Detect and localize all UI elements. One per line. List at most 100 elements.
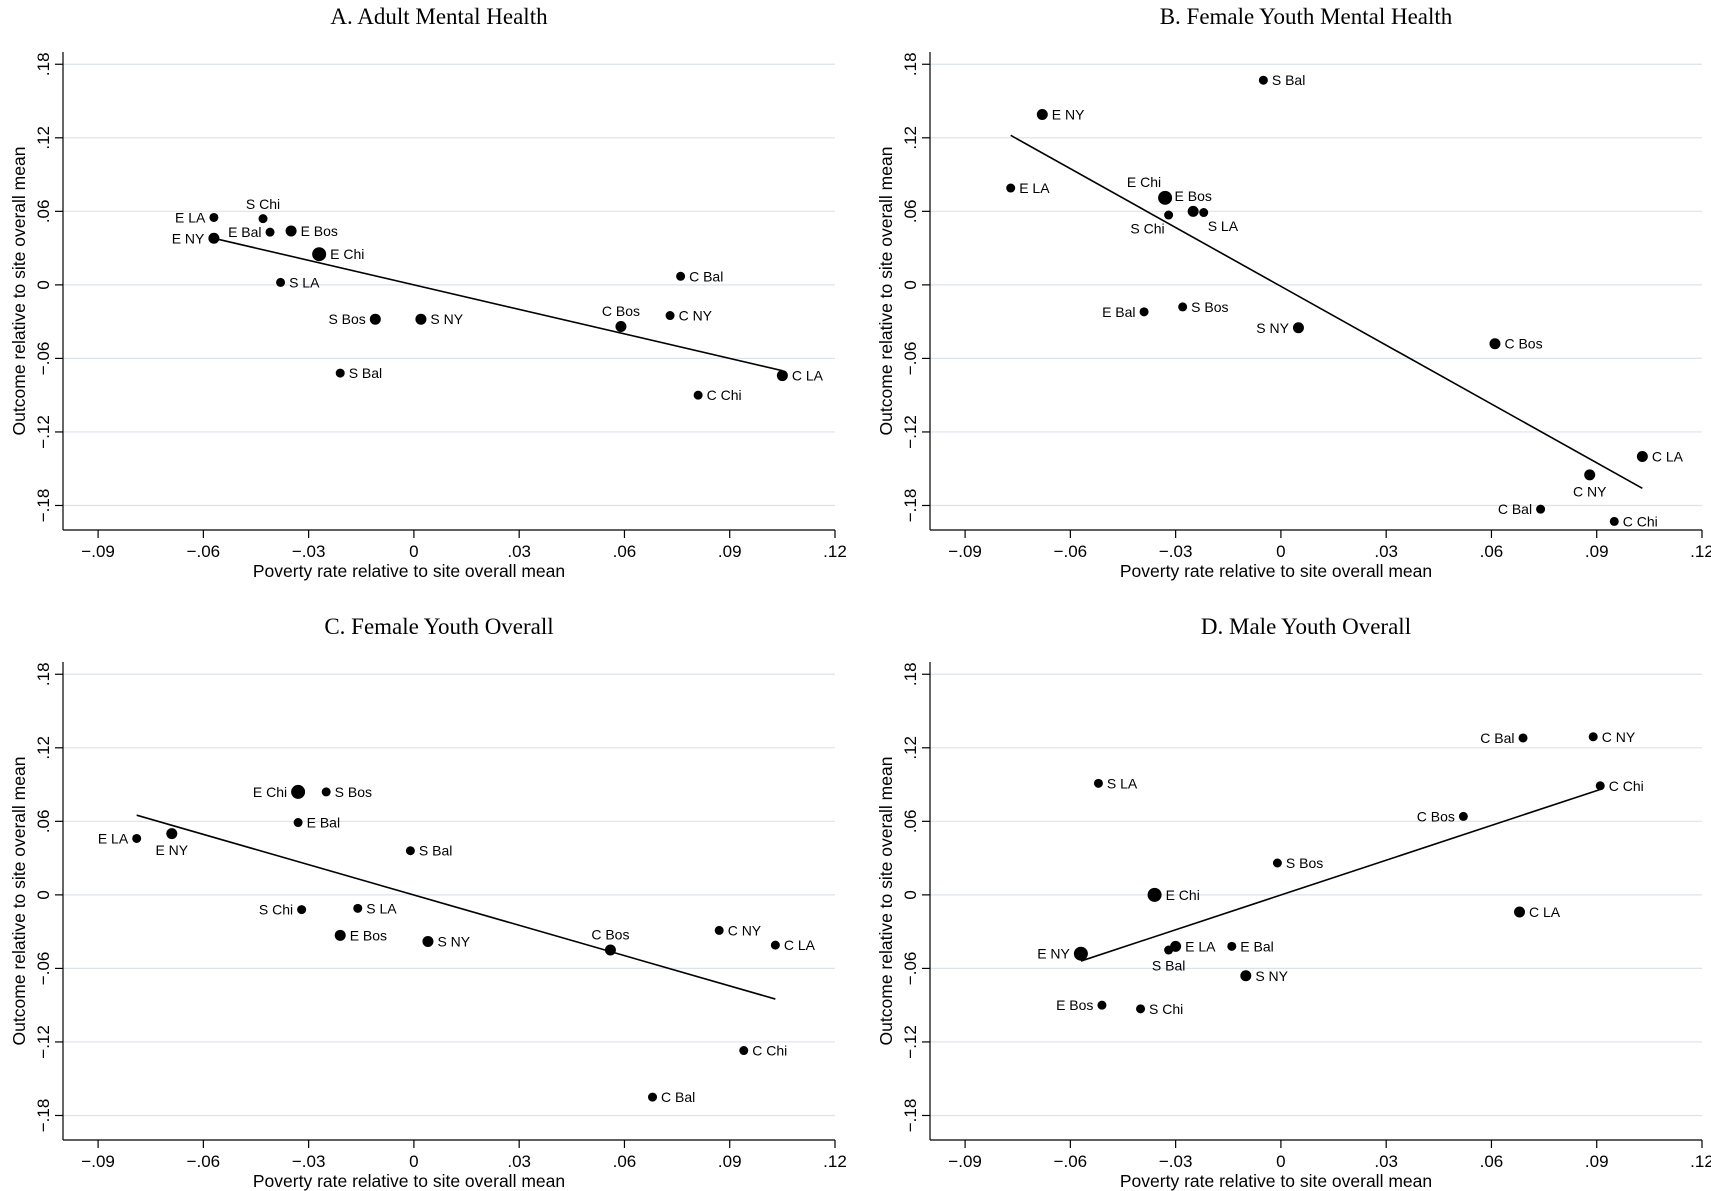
point-label: S Bal <box>1152 958 1185 974</box>
x-tick-label: 0 <box>1276 1152 1285 1171</box>
point-label: S Bal <box>349 365 382 381</box>
data-point <box>1187 205 1199 217</box>
point-label: C LA <box>1529 904 1561 920</box>
point-label: E LA <box>98 830 129 846</box>
point-label: S Bos <box>328 311 365 327</box>
x-tick-label: −.09 <box>948 542 982 561</box>
point-label: E Chi <box>330 246 364 262</box>
y-tick-label: .06 <box>901 200 920 224</box>
point-label: S Chi <box>1149 1001 1183 1017</box>
data-point <box>1458 811 1468 821</box>
y-axis-title: Outcome relative to site overall mean <box>9 147 29 436</box>
point-label: C Bos <box>602 303 640 319</box>
x-axis-title: Poverty rate relative to site overall me… <box>253 1171 565 1191</box>
point-label: S NY <box>430 311 463 327</box>
chart-panel-2: B. Female Youth Mental Health −.09 −.06 −.0… <box>876 4 1711 581</box>
data-point <box>1584 469 1596 481</box>
data-point <box>1178 302 1188 312</box>
data-point <box>334 929 346 941</box>
chart-title: D. Male Youth Overall <box>1201 614 1411 639</box>
data-point <box>739 1046 749 1056</box>
x-tick-label: .12 <box>1690 1152 1711 1171</box>
data-point <box>265 227 275 237</box>
y-tick-label: −.18 <box>34 489 53 523</box>
data-point <box>1139 307 1149 317</box>
y-tick-label: 0 <box>34 890 53 899</box>
y-tick-label: −.06 <box>34 952 53 986</box>
x-tick-label: 0 <box>409 1152 418 1171</box>
x-tick-label: −.06 <box>1054 542 1088 561</box>
point-label: S LA <box>366 900 397 916</box>
y-tick-label: .12 <box>901 126 920 150</box>
data-point <box>209 212 219 222</box>
data-point <box>615 321 627 333</box>
point-label: E Bal <box>228 224 261 240</box>
point-label: C Chi <box>1609 778 1644 794</box>
data-point <box>1595 781 1605 791</box>
x-tick-label: −.03 <box>292 1152 326 1171</box>
data-point <box>1136 1004 1146 1014</box>
x-tick-label: .09 <box>1585 542 1609 561</box>
x-tick-label: −.06 <box>187 542 221 561</box>
data-point <box>422 935 434 947</box>
data-point <box>405 846 415 856</box>
point-label: E Bos <box>1056 997 1093 1013</box>
data-point <box>291 784 306 799</box>
data-point <box>166 828 178 840</box>
y-tick-label: .06 <box>34 810 53 834</box>
data-point <box>1636 450 1648 462</box>
x-tick-label: .03 <box>507 1152 531 1171</box>
point-label: C NY <box>1602 729 1636 745</box>
x-tick-label: −.06 <box>187 1152 221 1171</box>
data-point <box>1199 208 1209 218</box>
chart-title: C. Female Youth Overall <box>324 614 553 639</box>
data-point <box>665 311 675 321</box>
y-tick-label: .18 <box>901 662 920 686</box>
point-label: E LA <box>175 209 206 225</box>
y-tick-label: 0 <box>901 890 920 899</box>
x-axis-title: Poverty rate relative to site overall me… <box>1120 1171 1432 1191</box>
y-tick-label: .12 <box>34 736 53 760</box>
x-tick-label: −.09 <box>81 542 115 561</box>
x-tick-label: .03 <box>507 542 531 561</box>
y-tick-label: −.06 <box>34 342 53 376</box>
y-axis-title: Outcome relative to site overall mean <box>9 757 29 1046</box>
y-tick-label: −.12 <box>34 1025 53 1059</box>
point-label: E LA <box>1019 180 1050 196</box>
point-label: S Chi <box>246 196 280 212</box>
data-point <box>1609 516 1619 526</box>
point-label: S Bos <box>1286 855 1323 871</box>
data-point <box>369 313 381 325</box>
point-label: S NY <box>1256 320 1289 336</box>
x-tick-label: −.03 <box>292 542 326 561</box>
data-point <box>353 903 363 913</box>
point-label: E LA <box>1185 938 1216 954</box>
y-tick-label: .12 <box>901 736 920 760</box>
data-point <box>1588 732 1598 742</box>
fit-line <box>136 814 776 1000</box>
data-point <box>1258 75 1268 85</box>
point-label: C NY <box>728 922 762 938</box>
point-label: S LA <box>289 274 320 290</box>
point-label: C Bal <box>689 268 723 284</box>
x-tick-label: .09 <box>718 542 742 561</box>
point-label: S LA <box>1107 775 1138 791</box>
point-label: E NY <box>1052 107 1085 123</box>
data-point <box>1518 733 1528 743</box>
data-point <box>1006 183 1016 193</box>
point-label: E Bal <box>1102 304 1135 320</box>
point-label: C LA <box>792 368 824 384</box>
x-tick-label: −.03 <box>1159 1152 1193 1171</box>
data-point <box>208 232 220 244</box>
data-point <box>297 905 307 915</box>
point-label: C NY <box>679 308 713 324</box>
y-tick-label: 0 <box>901 280 920 289</box>
x-axis-title: Poverty rate relative to site overall me… <box>253 561 565 581</box>
y-tick-label: .18 <box>34 662 53 686</box>
data-point <box>693 390 703 400</box>
x-axis-title: Poverty rate relative to site overall me… <box>1120 561 1432 581</box>
data-point <box>285 225 297 237</box>
point-label: C Bal <box>661 1089 695 1105</box>
point-label: C Chi <box>752 1043 787 1059</box>
point-label: S Chi <box>259 902 293 918</box>
